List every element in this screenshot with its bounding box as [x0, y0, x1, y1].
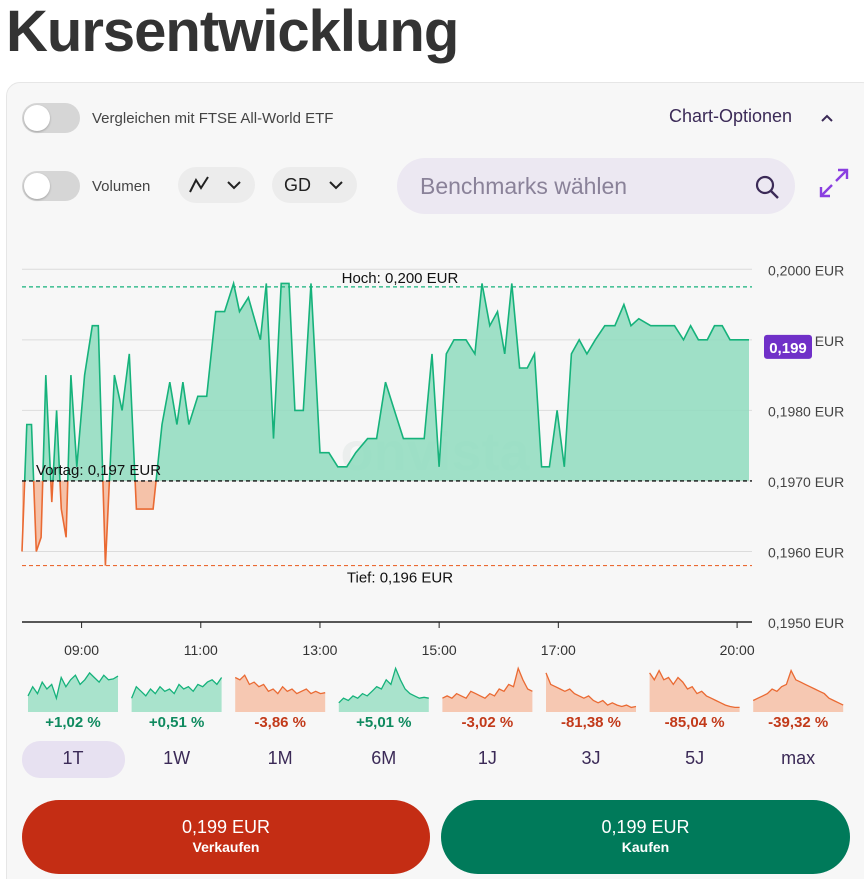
- sparkline-max: [752, 668, 844, 706]
- y-tick-label: 0,1980 EUR: [768, 403, 844, 419]
- x-tick-label: 20:00: [720, 642, 755, 658]
- sparkline-area-3j: [546, 672, 636, 712]
- period-tab-3j[interactable]: 3J: [581, 748, 601, 768]
- price-line-down: [21, 480, 157, 566]
- period-change-1t: +1,02 %: [45, 714, 101, 731]
- chevron-down-icon: [329, 181, 343, 190]
- indicator-select[interactable]: GD: [272, 167, 357, 203]
- period-tab-6m[interactable]: 6M: [371, 748, 397, 768]
- sparkline-area-6m: [338, 668, 429, 712]
- page-title: Kursentwicklung: [6, 0, 459, 64]
- high-label: Hoch: 0,200 EUR: [342, 270, 459, 287]
- period-tab-1m[interactable]: 1M: [267, 748, 293, 768]
- line-chart-icon: [189, 176, 209, 193]
- y-tick-label: 0,2000 EUR: [768, 262, 844, 278]
- sparkline-area-1j: [442, 668, 533, 712]
- sparkline-area-1m: [235, 675, 326, 712]
- x-tick-label: 13:00: [302, 642, 337, 658]
- compare-label: Vergleichen mit FTSE All-World ETF: [92, 110, 334, 127]
- sparkline-area-1w: [131, 677, 222, 712]
- chart-options-button[interactable]: Chart-Optionen: [669, 106, 793, 126]
- expand-icon[interactable]: [818, 167, 850, 199]
- y-tick-label: 0,1960 EUR: [768, 544, 844, 560]
- toggle-knob: [24, 105, 50, 131]
- area-below: [22, 480, 157, 566]
- period-active-highlight: [22, 741, 125, 778]
- x-tick-label: 15:00: [422, 642, 457, 658]
- buy-button[interactable]: 0,199 EUR Kaufen: [441, 800, 850, 874]
- y-tick-label: 0,1950 EUR: [768, 615, 844, 631]
- x-tick-label: 17:00: [541, 642, 576, 658]
- previous-close-label: Vortag: 0,197 EUR: [36, 462, 161, 479]
- period-tab-5j[interactable]: 5J: [685, 748, 705, 768]
- period-change-1j: -3,02 %: [461, 714, 514, 731]
- sparkline-1w: [130, 677, 223, 699]
- sparkline-1m: [234, 674, 326, 695]
- x-tick-label: 11:00: [184, 642, 218, 658]
- compare-toggle[interactable]: [22, 103, 80, 133]
- period-change-max: -39,32 %: [768, 714, 829, 731]
- toggle-knob: [24, 173, 50, 199]
- sparkline-5j: [649, 669, 740, 709]
- sparkline-6m: [338, 666, 429, 704]
- period-change-1w: +0,51 %: [148, 714, 205, 731]
- period-change-5j: -85,04 %: [664, 714, 725, 731]
- indicator-label: GD: [284, 175, 311, 195]
- low-label: Tief: 0,196 EUR: [347, 570, 453, 587]
- chevron-up-icon[interactable]: [820, 111, 834, 125]
- sell-button[interactable]: 0,199 EUR Verkaufen: [22, 800, 430, 874]
- sell-label: Verkaufen: [192, 839, 260, 855]
- x-tick-label: 09:00: [64, 642, 99, 658]
- current-price-label: 0,199: [769, 340, 807, 357]
- sparkline-area-1t: [28, 672, 118, 712]
- period-tab-1w[interactable]: 1W: [163, 748, 191, 768]
- volume-toggle[interactable]: [22, 171, 80, 201]
- buy-label: Kaufen: [621, 839, 670, 855]
- sparkline-1j: [442, 666, 533, 700]
- buy-price: 0,199 EUR: [601, 817, 690, 837]
- period-change-1m: -3,86 %: [254, 714, 307, 731]
- sparkline-1t: [27, 671, 119, 701]
- period-tab-1t[interactable]: 1T: [62, 748, 84, 768]
- period-tab-1j[interactable]: 1J: [477, 748, 497, 768]
- search-icon[interactable]: [754, 174, 780, 200]
- sell-price: 0,199 EUR: [181, 817, 271, 837]
- benchmark-search-input[interactable]: [420, 171, 740, 201]
- area-above: [22, 283, 749, 481]
- sparkline-area-max: [753, 670, 844, 712]
- period-tab-max[interactable]: max: [781, 748, 816, 768]
- sparkline-3j: [545, 672, 637, 709]
- chart-type-select[interactable]: [178, 167, 255, 203]
- price-line-up: [23, 280, 749, 481]
- volume-label: Volumen: [92, 178, 151, 195]
- chevron-down-icon: [227, 181, 241, 190]
- y-tick-label: 0,1970 EUR: [768, 474, 844, 490]
- period-change-3j: -81,38 %: [560, 714, 622, 731]
- current-price-badge: [764, 334, 812, 359]
- period-change-6m: +5,01 %: [356, 714, 412, 731]
